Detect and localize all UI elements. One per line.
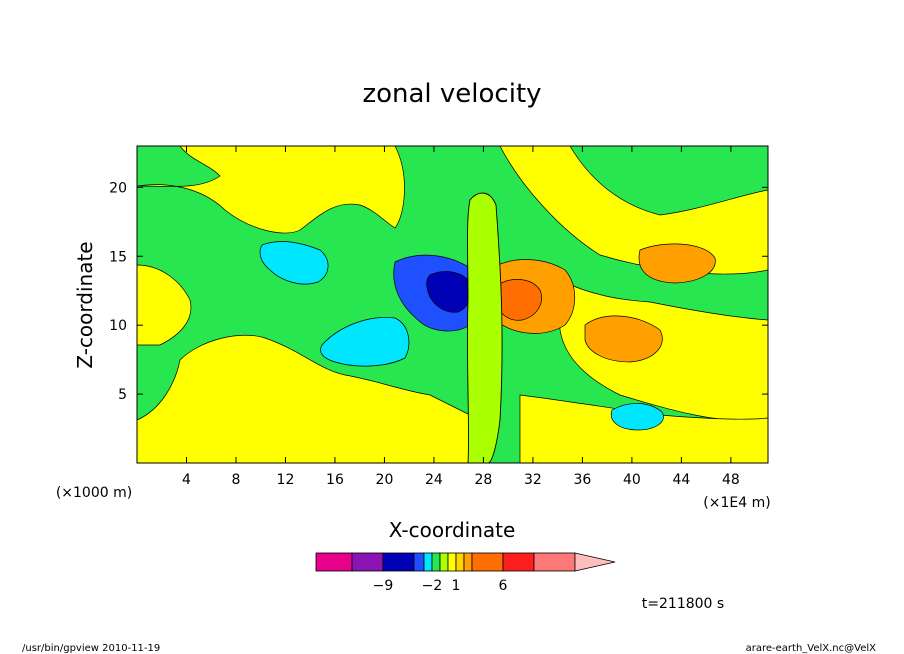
chart-title: zonal velocity (362, 79, 541, 109)
plot-frame (136, 145, 769, 464)
colorbar-tick-label: 6 (499, 578, 508, 594)
region-orange-right-lower (584, 315, 663, 363)
region-yellow-left-mid (137, 264, 192, 346)
y-axis-unit: (×1000 m) (56, 485, 132, 501)
x-tick-label: 12 (277, 472, 295, 488)
colorbar: −9 −2 1 6 (315, 552, 616, 594)
colorbar-box (463, 552, 473, 572)
y-tick-label: 15 (109, 249, 127, 265)
footer-right: arare-earth_VelX.nc@VelX (746, 643, 877, 654)
x-tick-label: 4 (182, 472, 191, 488)
x-tick-label: 36 (573, 472, 591, 488)
colorbar-box (502, 552, 535, 572)
region-cyan-left (259, 241, 329, 285)
region-cyan-bottom-right (610, 403, 664, 431)
y-axis-label: Z-coordinate (73, 241, 97, 368)
region-yellow-upper-left (137, 146, 405, 234)
x-tick-label: 20 (376, 472, 394, 488)
colorbar-box (447, 552, 457, 572)
colorbar-tick-label: −9 (373, 578, 394, 594)
colorbar-box (471, 552, 504, 572)
colorbar-box (315, 552, 353, 572)
colorbar-box (533, 552, 576, 572)
x-tick-label: 28 (475, 472, 493, 488)
y-tick-label: 5 (118, 387, 127, 403)
y-axis: 5 10 15 20 (109, 180, 768, 403)
region-cyan-center-left (320, 317, 410, 367)
footer-left: /usr/bin/gpview 2010-11-19 (22, 643, 160, 654)
region-yellow-bottom-band (137, 334, 471, 463)
colorbar-box (423, 552, 433, 572)
colorbar-box (413, 552, 425, 572)
region-yellow-upper-right (499, 146, 768, 275)
colorbar-tick-label: −2 (422, 578, 443, 594)
x-tick-label: 8 (232, 472, 241, 488)
colorbar-extend-arrow (574, 552, 616, 572)
colorbar-box (351, 552, 384, 572)
x-tick-label: 16 (326, 472, 344, 488)
x-tick-label: 40 (623, 472, 641, 488)
colorbar-box (431, 552, 441, 572)
x-tick-label: 32 (524, 472, 542, 488)
region-central-column (466, 192, 503, 463)
y-tick-label: 20 (109, 180, 127, 196)
x-axis-label: X-coordinate (389, 518, 516, 542)
x-tick-label: 24 (425, 472, 443, 488)
x-axis: 4 8 12 16 20 24 28 32 36 40 44 48 (182, 146, 740, 488)
x-axis-unit: (×1E4 m) (703, 495, 770, 511)
y-tick-label: 10 (109, 318, 127, 334)
colorbar-box (382, 552, 415, 572)
region-orange-right-upper (638, 243, 716, 284)
colorbar-tick-label: 1 (452, 578, 461, 594)
region-blue-core (426, 271, 472, 313)
colorbar-box (439, 552, 449, 572)
colorbar-box (455, 552, 465, 572)
plot-area (136, 145, 769, 464)
x-tick-label: 48 (722, 472, 740, 488)
time-annotation: t=211800 s (642, 596, 724, 612)
x-tick-label: 44 (672, 472, 690, 488)
